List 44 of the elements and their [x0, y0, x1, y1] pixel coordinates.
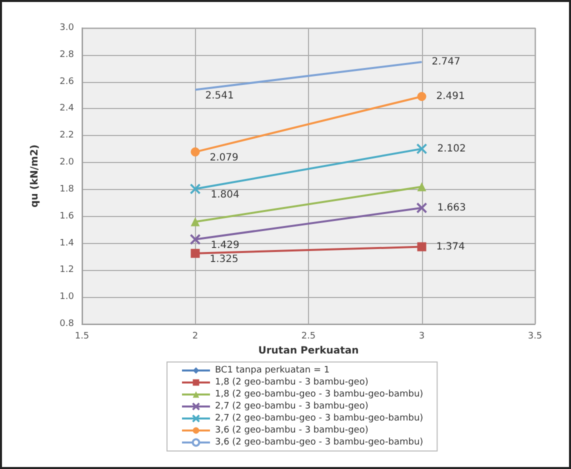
legend-label: 3,6 (2 geo-bambu-geo - 3 bambu-geo-bambu)	[215, 438, 424, 448]
data-label: 2.491	[436, 90, 465, 102]
data-label: 2.079	[210, 152, 238, 164]
point	[417, 242, 426, 252]
point	[190, 183, 201, 194]
data-label: 2.541	[205, 90, 234, 102]
legend-label: 1,8 (2 geo-bambu-geo - 3 bambu-geo-bambu)	[215, 390, 424, 400]
legend-label: 3,6 (2 geo-bambu - 3 bambu-geo)	[215, 426, 368, 436]
y-tick-label: 1.6	[60, 211, 74, 222]
y-axis-title: qu (kN/m2)	[30, 144, 40, 208]
point	[190, 248, 200, 258]
y-tick-label: 2.6	[60, 76, 74, 87]
data-label: 2.102	[437, 143, 466, 154]
point	[190, 234, 201, 245]
x-tick-label: 2.5	[301, 332, 316, 342]
y-tick-label: 1.0	[60, 292, 74, 302]
x-tick-label: 2	[192, 332, 198, 342]
y-tick-label: 1.8	[60, 184, 74, 194]
data-label: 1.429	[210, 240, 240, 251]
legend-label: 1,8 (2 geo-bambu - 3 bambu-geo)	[215, 378, 368, 388]
data-label: 1.325	[210, 254, 238, 265]
point	[190, 147, 200, 156]
x-axis-title: Urutan Perkuatan	[258, 345, 359, 356]
y-tick-label: 2.2	[60, 130, 74, 141]
data-label: 1.663	[437, 202, 466, 214]
y-tick-label: 1.2	[60, 265, 74, 276]
y-tick-label: 2.4	[60, 104, 74, 114]
point	[416, 143, 428, 154]
point	[417, 92, 426, 101]
y-tick-label: 3.0	[60, 23, 74, 33]
x-tick-label: 3.5	[528, 332, 542, 342]
data-label: 1.804	[210, 189, 240, 200]
x-tick-label: 3	[418, 332, 425, 342]
legend-label: 2,7 (2 geo-bambu-geo - 3 bambu-geo-bambu)	[215, 414, 424, 424]
legend-label: 2,7 (2 geo-bambu - 3 bambu-geo)	[215, 402, 368, 412]
data-label: 2.747	[432, 56, 460, 68]
data-label: 1.374	[436, 241, 465, 252]
legend-label: BC1 tanpa perkuatan = 1	[215, 366, 330, 376]
y-tick-label: 0.8	[60, 319, 74, 329]
y-tick-label: 1.4	[60, 238, 74, 248]
y-tick-label: 2.0	[60, 158, 74, 168]
y-tick-label: 2.8	[60, 50, 74, 60]
point	[416, 202, 428, 214]
x-tick-label: 1.5	[74, 332, 90, 342]
